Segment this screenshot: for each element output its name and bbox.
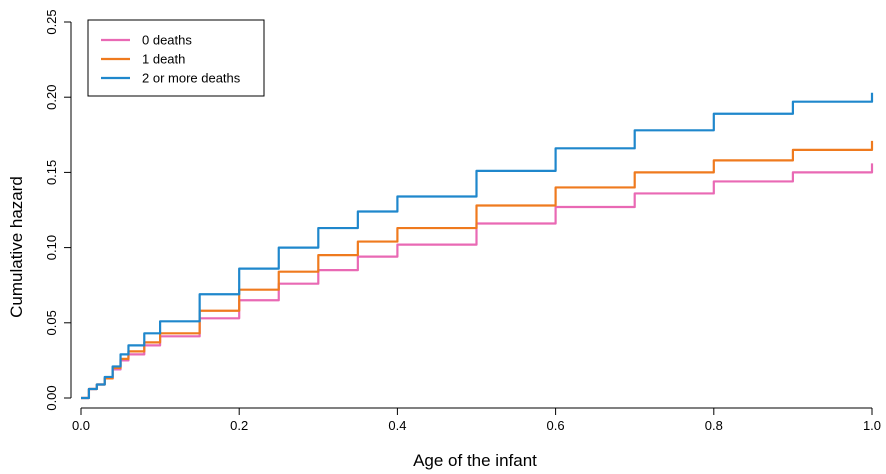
series-lines [81,92,874,400]
x-tick-label: 1.0 [863,418,881,433]
series-line [81,163,874,400]
y-axis-label: Cumulative hazard [7,176,26,318]
x-tick-label: 0.0 [72,418,90,433]
x-tick-label: 0.4 [388,418,406,433]
legend-label: 2 or more deaths [142,71,241,86]
x-tick-label: 0.2 [230,418,248,433]
series-line [81,92,874,400]
x-tick-label: 0.8 [705,418,723,433]
axes: 0.0 0.2 0.4 0.6 0.8 1.0 0.00 0.05 0.10 0.15 0.20 0.… [44,9,881,433]
y-tick-label: 0.20 [44,85,59,110]
x-axis-label: Age of the infant [413,451,537,470]
legend: 0 deaths 1 death 2 or more deaths [87,19,265,97]
y-tick-label: 0.00 [44,385,59,410]
y-tick-label: 0.10 [44,235,59,260]
x-tick-label: 0.6 [547,418,565,433]
legend-label: 1 death [142,52,185,67]
y-tick-label: 0.05 [44,310,59,335]
y-tick-label: 0.15 [44,160,59,185]
legend-label: 0 deaths [142,33,192,48]
y-tick-label: 0.25 [44,9,59,34]
